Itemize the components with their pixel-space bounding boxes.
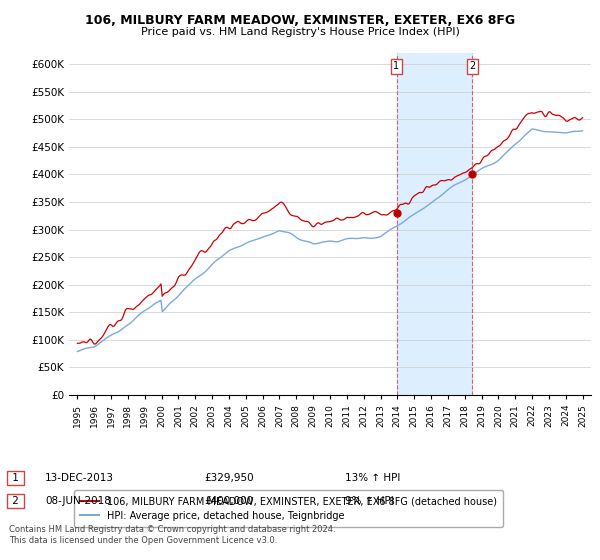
Bar (397, 53, 472, 395)
Text: 13-DEC-2013: 13-DEC-2013 (45, 473, 114, 483)
Text: 1: 1 (9, 473, 22, 483)
Text: £400,000: £400,000 (204, 496, 253, 506)
Text: 08-JUN-2018: 08-JUN-2018 (45, 496, 111, 506)
Text: 106, MILBURY FARM MEADOW, EXMINSTER, EXETER, EX6 8FG: 106, MILBURY FARM MEADOW, EXMINSTER, EXE… (85, 14, 515, 27)
Text: Contains HM Land Registry data © Crown copyright and database right 2024.
This d: Contains HM Land Registry data © Crown c… (9, 525, 335, 545)
Text: 2: 2 (469, 62, 475, 72)
Text: 1: 1 (394, 62, 400, 72)
Text: 2: 2 (9, 496, 22, 506)
Text: 13% ↑ HPI: 13% ↑ HPI (345, 473, 400, 483)
Text: Price paid vs. HM Land Registry's House Price Index (HPI): Price paid vs. HM Land Registry's House … (140, 27, 460, 38)
Text: 9% ↑ HPI: 9% ↑ HPI (345, 496, 394, 506)
Legend: 106, MILBURY FARM MEADOW, EXMINSTER, EXETER, EX6 8FG (detached house), HPI: Aver: 106, MILBURY FARM MEADOW, EXMINSTER, EXE… (74, 490, 503, 527)
Text: £329,950: £329,950 (204, 473, 254, 483)
